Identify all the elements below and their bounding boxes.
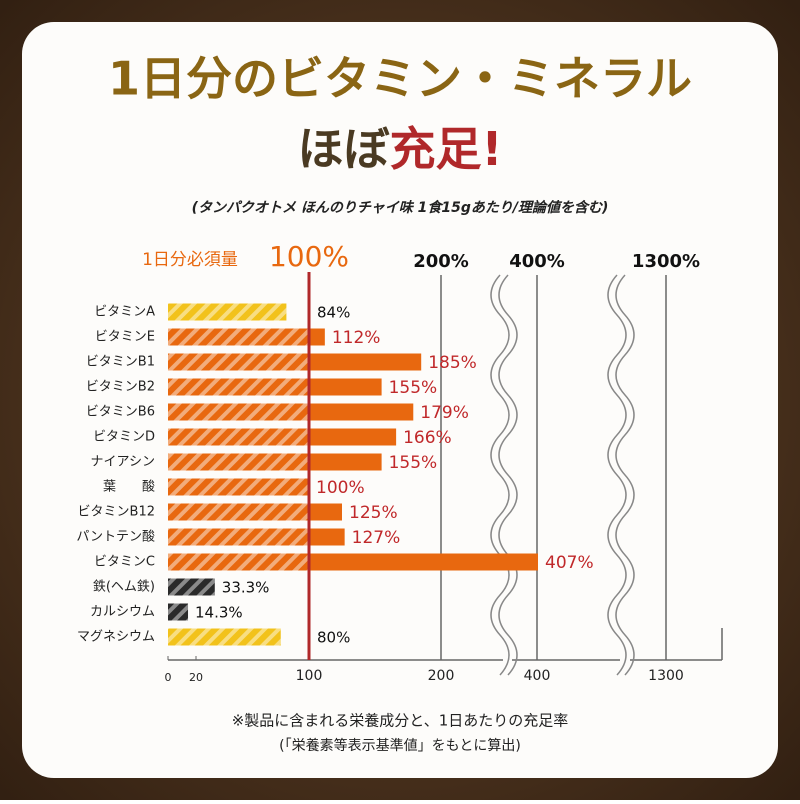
bar-stripe (168, 503, 309, 521)
bar-stripe (168, 328, 309, 346)
y-tick-label: ナイアシン (91, 455, 155, 470)
top-label: 200% (413, 251, 469, 272)
bar-stripe (168, 403, 309, 421)
footnote: ※製品に含まれる栄養成分と、1日あたりの充足率 (232, 712, 569, 730)
footnote: (「栄養素等表示基準値」をもとに算出) (279, 737, 521, 754)
data-label: 14.3% (195, 604, 243, 622)
top-label: 400% (509, 251, 565, 272)
bar-stripe (168, 553, 309, 571)
data-label: 127% (352, 528, 401, 548)
bar-stripe (168, 478, 309, 496)
data-label: 407% (545, 553, 594, 573)
bar-stripe (168, 303, 287, 321)
bar-stripe (168, 578, 215, 596)
data-label: 179% (420, 403, 469, 423)
title-part: ! (482, 122, 503, 176)
subtitle: (タンパクオトメ ほんのりチャイ味 1食15gあたり/理論値を含む) (192, 199, 609, 216)
bar-stripe (168, 628, 281, 646)
y-tick-label: ビタミンB1 (86, 355, 155, 370)
data-label: 84% (317, 304, 350, 322)
axis-break (615, 274, 635, 676)
bar-stripe (168, 353, 309, 371)
y-tick-label: ビタミンB6 (86, 405, 155, 420)
title-part: ほぼ (298, 122, 391, 176)
data-label: 80% (317, 629, 350, 647)
axis-break (498, 274, 518, 676)
y-tick-label: ビタミンB2 (86, 380, 155, 395)
bar-stripe (168, 428, 309, 446)
y-tick-label: ビタミンD (93, 430, 155, 445)
top-label: 1300% (632, 251, 700, 272)
y-tick-label: マグネシウム (77, 630, 155, 645)
data-label: 125% (349, 503, 398, 523)
x-tick-label: 1300 (648, 668, 684, 684)
data-label: 166% (403, 428, 452, 448)
y-tick-label: 葉 酸 (103, 480, 155, 495)
bar-stripe (168, 528, 309, 546)
y-tick-label: ビタミンE (95, 330, 155, 345)
bar-stripe (168, 378, 309, 396)
data-label: 33.3% (222, 579, 270, 597)
x-tick-label: 400 (524, 668, 551, 684)
y-tick-label: カルシウム (90, 605, 155, 620)
axis-break (490, 274, 510, 676)
x-tick-label: 100 (296, 668, 323, 684)
title-line2: ほぼ充足! (298, 122, 503, 176)
y-tick-label: ビタミンA (94, 305, 155, 320)
data-label: 185% (428, 353, 477, 373)
reference-label: 1日分必須量 (142, 250, 238, 270)
x-tick-label: 20 (189, 671, 203, 684)
x-tick-label: 0 (165, 671, 172, 684)
data-label: 100% (316, 478, 365, 498)
data-label: 155% (389, 378, 438, 398)
y-tick-label: ビタミンB12 (78, 505, 155, 520)
title-part: 充足 (390, 122, 482, 176)
data-label: 112% (332, 328, 381, 348)
data-label: 155% (389, 453, 438, 473)
top-label: 100% (269, 240, 349, 273)
y-tick-label: パントテン酸 (76, 530, 155, 545)
axis-break (607, 274, 627, 676)
y-tick-label: 鉄(ヘム鉄) (93, 580, 155, 595)
bar-stripe (168, 453, 309, 471)
chart-title: 1日分のビタミン・ミネラル (108, 52, 692, 106)
bar-stripe (168, 603, 189, 621)
x-tick-label: 200 (428, 668, 455, 684)
y-tick-label: ビタミンC (94, 555, 155, 570)
